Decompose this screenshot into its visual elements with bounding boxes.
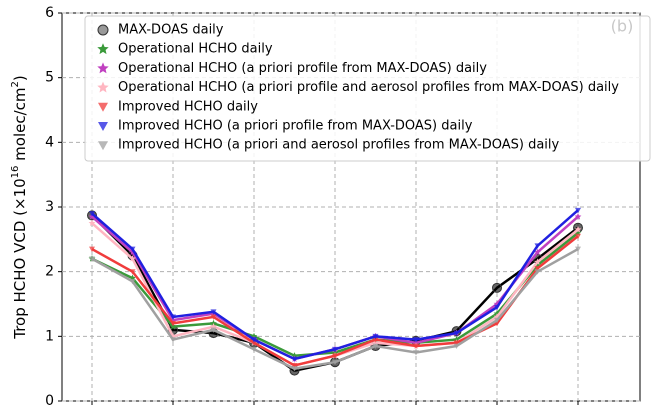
marker <box>453 330 460 337</box>
legend-label: Operational HCHO (a priori profile and a… <box>118 80 619 95</box>
marker <box>574 226 582 233</box>
y-tick-label: 3 <box>45 199 54 215</box>
y-axis-label-part: 2 <box>10 81 21 87</box>
legend: MAX-DOAS daily Operational HCHO daily Oper… <box>97 23 619 153</box>
marker <box>97 62 109 74</box>
marker <box>169 332 177 340</box>
marker <box>251 340 257 346</box>
marker <box>210 323 217 330</box>
marker <box>89 256 95 262</box>
marker <box>494 317 500 324</box>
marker <box>170 337 176 343</box>
marker <box>332 346 338 353</box>
marker <box>492 282 502 293</box>
marker <box>291 356 298 362</box>
marker <box>250 332 258 340</box>
y-tick-label: 5 <box>45 70 54 86</box>
marker <box>575 207 581 214</box>
marker <box>534 248 541 256</box>
marker <box>129 255 136 262</box>
marker <box>575 246 581 253</box>
y-axis-label-part: ) <box>11 75 29 81</box>
marker <box>413 350 419 356</box>
marker <box>413 337 419 343</box>
marker <box>129 278 136 285</box>
marker <box>129 269 136 275</box>
y-tick-label: 0 <box>45 393 54 406</box>
marker <box>332 353 338 359</box>
marker <box>210 327 217 333</box>
y-axis-label: Trop HCHO VCD (×1016 molec/cm2) <box>10 75 29 340</box>
y-axis-label-part: Trop HCHO VCD (×10 <box>11 178 29 339</box>
marker <box>534 243 541 249</box>
lines <box>87 207 583 376</box>
marker <box>453 340 460 346</box>
marker <box>534 266 541 272</box>
marker <box>574 229 582 236</box>
y-tick-label: 2 <box>45 264 54 280</box>
marker <box>291 366 298 372</box>
marker <box>574 213 582 220</box>
marker <box>97 24 109 36</box>
marker <box>170 321 176 327</box>
legend-label: Improved HCHO (a priori profile from MAX… <box>118 119 473 134</box>
marker <box>88 219 96 227</box>
panel-label: (b) <box>611 17 634 36</box>
marker <box>98 141 108 151</box>
marker <box>493 313 501 320</box>
y-tick-label: 6 <box>45 5 54 21</box>
marker <box>534 258 541 265</box>
legend-label: Improved HCHO daily <box>118 99 258 114</box>
marker <box>98 102 108 112</box>
marker <box>493 300 501 307</box>
legend-label: Improved HCHO (a priori and aerosol prof… <box>118 138 560 153</box>
marker <box>494 304 500 311</box>
y-tick-label: 4 <box>45 134 54 150</box>
marker <box>89 211 95 217</box>
marker <box>97 43 109 55</box>
legend-label: MAX-DOAS daily <box>118 23 224 38</box>
marker <box>291 352 298 359</box>
marker <box>534 261 541 269</box>
y-axis-label-part: 16 <box>10 166 21 179</box>
marker <box>291 363 298 369</box>
marker <box>129 246 136 253</box>
legend-label: Operational HCHO (a priori profile from … <box>118 61 487 76</box>
marker <box>534 269 541 275</box>
marker <box>98 122 108 131</box>
marker <box>332 359 338 366</box>
marker <box>575 233 581 240</box>
marker <box>210 309 217 315</box>
marker <box>372 333 379 340</box>
marker <box>413 343 419 350</box>
marker <box>97 81 109 93</box>
legend-label: Operational HCHO daily <box>118 42 273 57</box>
marker <box>251 337 257 343</box>
marker <box>210 314 217 320</box>
marker <box>89 246 95 253</box>
marker <box>251 346 257 353</box>
legend-box <box>84 15 651 162</box>
marker <box>453 343 460 350</box>
marker <box>170 314 176 320</box>
marker <box>372 337 379 343</box>
marker <box>129 274 136 281</box>
marker <box>372 343 379 350</box>
y-axis-label-part: molec/cm <box>11 87 29 165</box>
y-tick-label: 1 <box>45 328 54 344</box>
